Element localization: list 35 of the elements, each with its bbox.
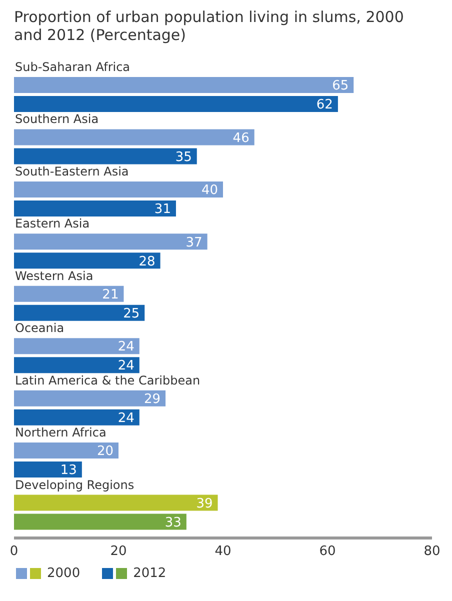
data-label: 25 bbox=[123, 306, 140, 322]
data-label: 31 bbox=[154, 202, 171, 218]
data-label: 62 bbox=[316, 98, 333, 113]
data-label: 35 bbox=[175, 150, 192, 165]
chart-title: Proportion of urban population living in slums, 2000 and 2012 (Percentage) bbox=[14, 8, 405, 44]
x-tick-label: 40 bbox=[214, 544, 232, 560]
data-label: 39 bbox=[196, 496, 213, 512]
data-label: 29 bbox=[144, 392, 161, 407]
y-tick-label: Developing Regions bbox=[15, 478, 134, 492]
data-label: 20 bbox=[96, 444, 114, 460]
x-tick-label: 60 bbox=[319, 544, 336, 560]
legend-label: 2000 bbox=[47, 566, 80, 581]
x-tick-label: 20 bbox=[110, 544, 127, 560]
data-label: 24 bbox=[118, 358, 134, 374]
data-label: 24 bbox=[118, 340, 134, 355]
y-tick-label: Eastern Asia bbox=[15, 216, 90, 231]
y-tick-label: Northern Africa bbox=[15, 426, 106, 440]
y-tick-label: Oceania bbox=[15, 321, 64, 336]
y-tick-label: Sub-Saharan Africa bbox=[15, 60, 130, 74]
x-tick-label: 0 bbox=[10, 544, 18, 560]
data-label: 13 bbox=[60, 463, 77, 478]
data-label: 33 bbox=[164, 515, 182, 530]
legend-label: 2012 bbox=[133, 566, 166, 581]
y-tick-label: Latin America & the Caribbean bbox=[15, 373, 200, 388]
y-tick-label: South-Eastern Asia bbox=[15, 164, 129, 178]
data-label: 24 bbox=[118, 410, 134, 426]
data-label: 21 bbox=[102, 288, 119, 303]
x-tick-label: 80 bbox=[424, 544, 440, 560]
data-label: 65 bbox=[332, 78, 349, 94]
data-label: 28 bbox=[138, 254, 156, 270]
data-label: 46 bbox=[232, 130, 250, 146]
y-tick-label: Western Asia bbox=[15, 268, 94, 283]
y-tick-label: Southern Asia bbox=[15, 112, 99, 126]
data-label: 40 bbox=[201, 183, 218, 198]
data-label: 37 bbox=[186, 235, 202, 250]
